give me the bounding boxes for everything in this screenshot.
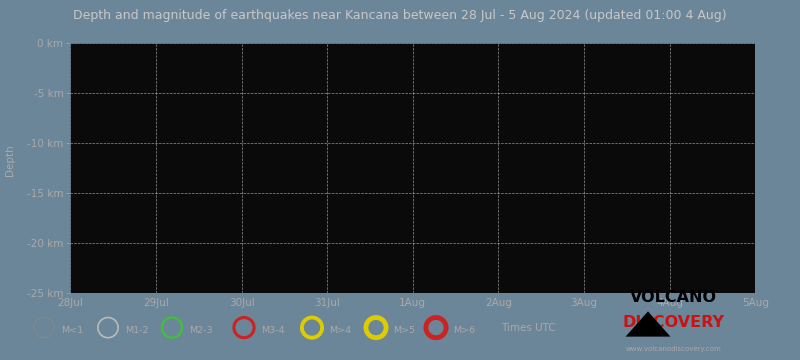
Text: M<1: M<1 <box>61 326 83 335</box>
Text: M>6: M>6 <box>453 326 475 335</box>
Text: Depth: Depth <box>6 144 15 176</box>
Text: M1-2: M1-2 <box>125 326 148 335</box>
Text: www.volcanodiscovery.com: www.volcanodiscovery.com <box>626 346 722 352</box>
Text: M>4: M>4 <box>329 326 351 335</box>
Text: VOLCANO: VOLCANO <box>630 289 717 305</box>
Text: M>5: M>5 <box>393 326 415 335</box>
Text: M3-4: M3-4 <box>261 326 285 335</box>
Text: M2-3: M2-3 <box>189 326 213 335</box>
Text: Depth and magnitude of earthquakes near Kancana between 28 Jul - 5 Aug 2024 (upd: Depth and magnitude of earthquakes near … <box>73 9 727 22</box>
Text: Times UTC: Times UTC <box>501 323 555 333</box>
Text: DISCOVERY: DISCOVERY <box>622 315 725 330</box>
